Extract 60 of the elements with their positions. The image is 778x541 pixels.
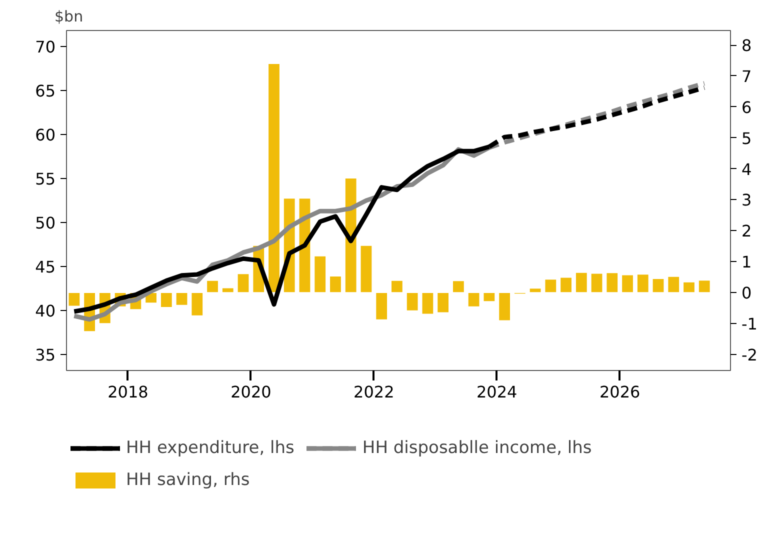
bar — [606, 272, 618, 293]
x-tick-label: 2018 — [108, 382, 148, 402]
legend-label: HH saving, rhs — [126, 470, 250, 490]
bar — [544, 278, 557, 293]
y2-tick-label: 5 — [742, 128, 752, 148]
bar — [652, 278, 664, 293]
y-tick-label: 45 — [35, 258, 56, 277]
bar — [452, 280, 465, 293]
bar — [390, 280, 404, 293]
bar — [190, 292, 204, 316]
x-tick-label: 2022 — [354, 382, 394, 402]
bar — [575, 272, 588, 293]
bar — [529, 288, 542, 293]
bar — [682, 282, 696, 293]
bar — [176, 292, 188, 306]
bar — [375, 292, 388, 320]
y2-tick-label: 4 — [742, 160, 752, 179]
y2-tick-label: 6 — [742, 98, 752, 117]
bar — [482, 292, 496, 302]
bar — [498, 292, 511, 322]
y-tick-label: 50 — [35, 214, 56, 233]
y-tick-label: 40 — [35, 302, 56, 321]
bar — [698, 280, 711, 293]
y2-tick-label: 3 — [742, 190, 752, 210]
bar — [314, 256, 326, 293]
y-tick-label: 35 — [35, 346, 56, 365]
bar — [468, 292, 480, 308]
y2-tick-label: -2 — [742, 345, 758, 364]
bar — [667, 276, 680, 293]
legend-label: HH disposablle income, lhs — [362, 438, 592, 458]
legend-label: HH expenditure, lhs — [126, 438, 294, 458]
y2-tick-label: 2 — [742, 222, 752, 241]
y2-tick-label: 7 — [742, 66, 752, 86]
bar — [160, 292, 173, 308]
bar — [329, 276, 342, 293]
bar — [222, 288, 234, 293]
y-tick-label: 55 — [35, 169, 56, 188]
bar — [590, 272, 604, 293]
bar — [268, 63, 280, 293]
bar — [206, 280, 219, 293]
bar — [360, 245, 372, 293]
bar — [621, 274, 634, 293]
x-tick-label: 2024 — [476, 382, 518, 402]
y-tick-label: 65 — [35, 81, 56, 100]
bar — [406, 292, 419, 312]
bar — [421, 292, 434, 315]
bar — [436, 292, 450, 314]
y-tick-label: 70 — [35, 37, 56, 56]
x-tick-label: 2020 — [230, 382, 272, 402]
bar — [237, 273, 250, 293]
y2-tick-label: 0 — [742, 284, 752, 303]
bar — [68, 292, 80, 307]
x-tick-label: 2026 — [599, 382, 640, 402]
y2-tick-label: -1 — [742, 314, 758, 334]
y-axis-title: $bn — [54, 8, 84, 26]
y2-tick-label: 1 — [742, 252, 752, 272]
bar — [560, 276, 572, 293]
y2-tick-label: 8 — [742, 36, 752, 56]
bar — [636, 274, 650, 293]
y-tick-label: 60 — [35, 125, 56, 144]
